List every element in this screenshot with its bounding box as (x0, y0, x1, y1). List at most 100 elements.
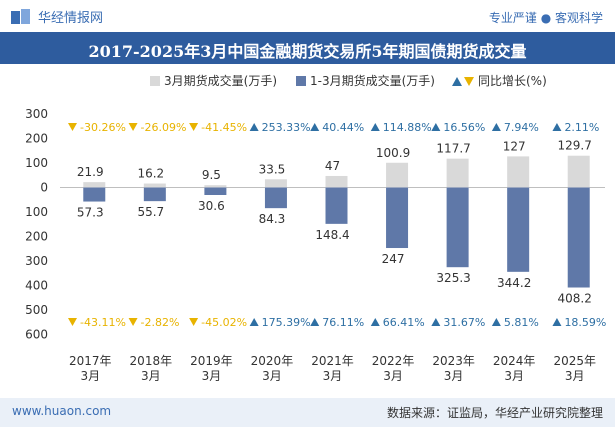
x-tick-label: 3月 (383, 369, 403, 383)
growth-label-ytd: 31.67% (443, 316, 485, 329)
data-label-3m: 100.9 (376, 146, 410, 160)
data-label-3m: 129.7 (558, 139, 592, 153)
data-label-3m: 117.7 (436, 142, 470, 156)
data-label-ytd: 148.4 (315, 228, 349, 242)
legend-label-growth: 同比增长(%) (478, 74, 547, 88)
bar-3m (204, 185, 227, 188)
growth-down-icon (189, 318, 199, 326)
x-tick-label: 3月 (80, 369, 100, 383)
bar-ytd (264, 187, 287, 209)
x-tick-label: 2018年 (130, 354, 173, 368)
x-tick-label: 2025年 (553, 354, 596, 368)
title-bar (0, 32, 615, 64)
top-bar (0, 0, 615, 32)
tagline: 专业严谨 ● 客观科学 (488, 11, 603, 25)
x-tick-label: 2019年 (190, 354, 233, 368)
growth-down-icon (189, 123, 199, 131)
y-tick-label: 600 (25, 328, 48, 342)
growth-label-ytd: 18.59% (564, 316, 606, 329)
chart-title: 2017-2025年3月中国金融期货交易所5年期国债期货成交量 (88, 42, 527, 61)
growth-up-icon (310, 318, 320, 326)
x-tick-label: 2022年 (372, 354, 415, 368)
data-label-3m: 33.5 (259, 162, 286, 176)
legend-swatch-ytd (296, 76, 306, 86)
legend-triangle-down-icon (464, 77, 474, 86)
growth-up-icon (552, 318, 562, 326)
legend-label-3m: 3月期货成交量(万手) (164, 73, 277, 88)
x-tick-label: 3月 (141, 369, 161, 383)
y-tick-label: 300 (25, 254, 48, 268)
growth-label-ytd: 5.81% (504, 316, 539, 329)
x-tick-label: 2023年 (432, 354, 475, 368)
data-label-ytd: 30.6 (198, 199, 225, 213)
growth-label-3m: 16.56% (443, 121, 485, 134)
x-tick-label: 3月 (565, 369, 585, 383)
x-tick-label: 3月 (202, 369, 222, 383)
growth-label-3m: -26.09% (141, 121, 187, 134)
growth-label-3m: 253.33% (262, 121, 311, 134)
x-tick-label: 2021年 (311, 354, 354, 368)
x-tick-label: 2017年 (69, 354, 112, 368)
y-tick-label: 400 (25, 279, 48, 293)
data-label-ytd: 408.2 (558, 292, 592, 306)
x-tick-label: 2024年 (493, 354, 536, 368)
growth-label-ytd: -43.11% (80, 316, 126, 329)
growth-down-icon (128, 123, 138, 131)
y-tick-label: 100 (25, 205, 48, 219)
growth-up-icon (431, 318, 441, 326)
bar-ytd (507, 187, 530, 272)
growth-label-ytd: 175.39% (262, 316, 311, 329)
growth-label-3m: 114.88% (383, 121, 432, 134)
growth-up-icon (249, 123, 259, 131)
growth-down-icon (68, 123, 77, 131)
data-label-3m: 16.2 (137, 167, 164, 181)
bar-3m (567, 155, 590, 188)
growth-label-3m: -30.26% (80, 121, 126, 134)
growth-label-ytd: -45.02% (201, 316, 247, 329)
bar-3m (264, 179, 287, 188)
x-tick-label: 2020年 (251, 354, 294, 368)
bar-ytd (446, 187, 469, 268)
y-tick-label: 500 (25, 303, 48, 317)
y-tick-label: 200 (25, 132, 48, 146)
bar-ytd (325, 187, 348, 224)
logo-icon (11, 8, 30, 24)
data-label-ytd: 84.3 (259, 212, 286, 226)
growth-label-3m: 40.44% (322, 121, 364, 134)
legend-swatch-3m (150, 76, 160, 86)
bar-3m (507, 156, 530, 188)
growth-label-3m: 2.11% (564, 121, 599, 134)
bar-ytd (83, 187, 106, 202)
bar-3m (386, 162, 409, 188)
growth-up-icon (431, 123, 441, 131)
website-link[interactable]: www.huaon.com (12, 404, 112, 418)
data-label-ytd: 57.3 (77, 206, 104, 220)
x-tick-label: 3月 (323, 369, 343, 383)
data-label-3m: 9.5 (202, 168, 221, 182)
legend-triangle-up-icon (452, 77, 462, 86)
y-tick-label: 100 (25, 156, 48, 170)
site-logo[interactable]: 华经情报网 (10, 7, 103, 26)
data-label-ytd: 344.2 (497, 276, 531, 290)
footer-bar (0, 398, 615, 427)
legend-label-ytd: 1-3月期货成交量(万手) (310, 73, 435, 88)
data-label-ytd: 325.3 (436, 271, 470, 285)
growth-up-icon (370, 318, 380, 326)
bar-ytd (567, 187, 590, 288)
growth-up-icon (491, 123, 501, 131)
growth-label-3m: -41.45% (201, 121, 247, 134)
growth-down-icon (68, 318, 77, 326)
growth-up-icon (370, 123, 380, 131)
data-source: 数据来源：证监局，华经产业研究院整理 (386, 406, 603, 420)
data-label-3m: 21.9 (77, 165, 104, 179)
growth-label-ytd: -2.82% (141, 316, 180, 329)
data-label-ytd: 55.7 (137, 205, 164, 219)
growth-up-icon (491, 318, 501, 326)
site-name: 华经情报网 (38, 11, 104, 26)
growth-up-icon (310, 123, 320, 131)
bar-ytd (386, 187, 409, 249)
y-tick-label: 0 (40, 181, 48, 195)
bar-3m (446, 158, 469, 188)
bar-ytd (204, 187, 227, 195)
data-label-3m: 127 (503, 139, 526, 153)
